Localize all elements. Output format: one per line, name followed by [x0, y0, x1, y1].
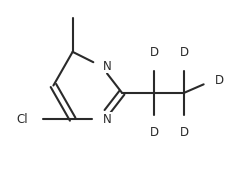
Text: Cl: Cl — [17, 113, 28, 126]
Text: N: N — [103, 113, 111, 126]
Text: D: D — [150, 126, 159, 139]
Text: D: D — [180, 46, 189, 59]
Text: D: D — [214, 74, 224, 87]
Text: D: D — [180, 126, 189, 139]
Text: N: N — [103, 60, 111, 73]
Text: D: D — [150, 46, 159, 59]
